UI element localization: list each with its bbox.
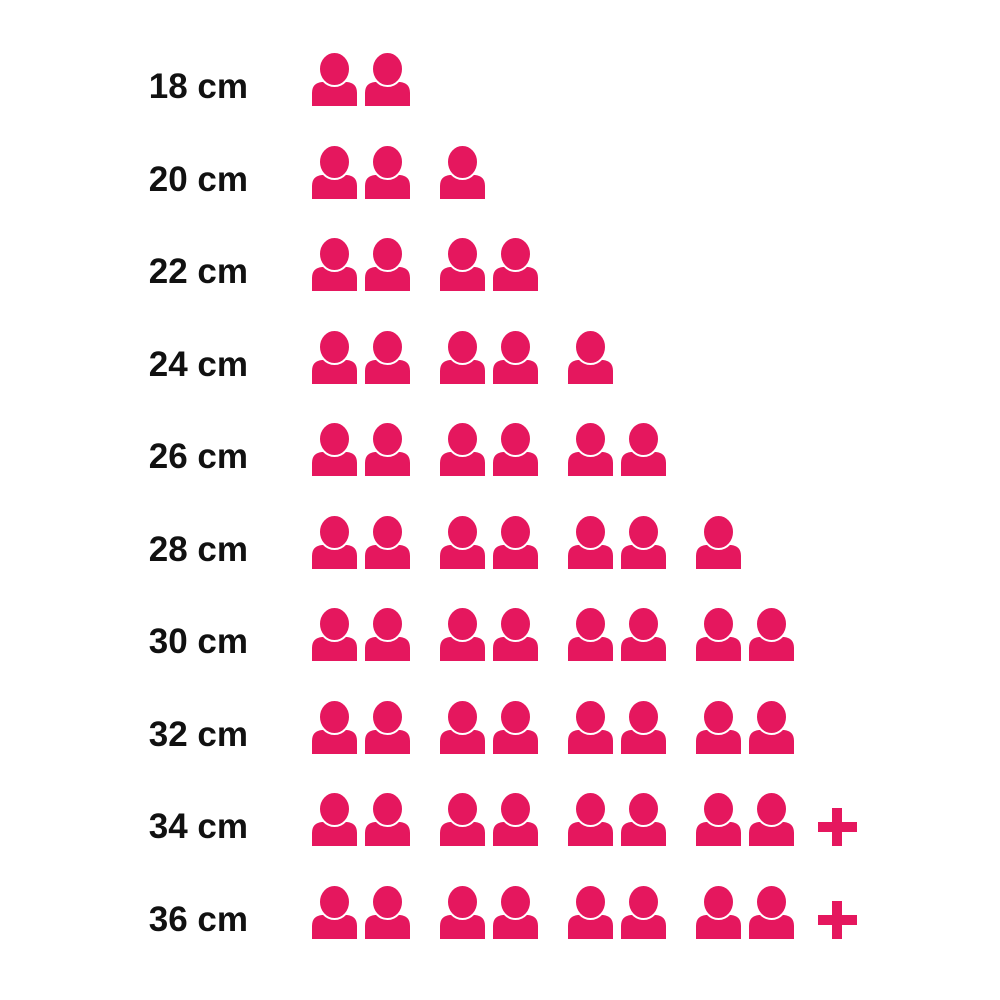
chart-row: 26 cm: [0, 421, 1000, 477]
person-icon: [440, 143, 485, 199]
person-icon: [312, 698, 357, 754]
person-icon: [749, 698, 794, 754]
person-icon: [365, 328, 410, 384]
person-icon: [696, 698, 741, 754]
icon-strip: [312, 606, 794, 661]
person-icon: [440, 236, 485, 291]
icon-strip: [312, 328, 613, 384]
person-icon: [365, 513, 410, 569]
person-icon: [568, 791, 613, 846]
row-label: 28 cm: [148, 529, 248, 569]
person-icon: [696, 883, 741, 939]
person-icon: [312, 143, 357, 199]
person-icon: [621, 421, 666, 476]
person-icon: [440, 606, 485, 661]
row-label: 24 cm: [148, 344, 248, 384]
person-icon: [749, 606, 794, 661]
plus-icon: [818, 808, 857, 846]
row-label: 18 cm: [148, 67, 248, 106]
person-icon: [365, 143, 410, 199]
person-icon: [440, 513, 485, 569]
icon-strip: [312, 791, 857, 846]
person-icon: [493, 698, 538, 754]
icon-strip: [312, 883, 857, 939]
person-icon: [568, 883, 613, 939]
person-icon: [312, 421, 357, 476]
person-icon: [568, 421, 613, 476]
person-icon: [621, 791, 666, 846]
person-icon: [312, 328, 357, 384]
person-icon: [440, 698, 485, 754]
chart-row: 22 cm: [0, 236, 1000, 292]
chart-row: 18 cm: [0, 51, 1000, 107]
chart-row: 30 cm: [0, 606, 1000, 662]
person-icon: [621, 698, 666, 754]
person-icon: [568, 328, 613, 384]
row-label: 26 cm: [148, 437, 248, 476]
chart-row: 32 cm: [0, 698, 1000, 755]
row-label: 20 cm: [148, 159, 248, 199]
icon-strip: [312, 421, 666, 476]
person-icon: [493, 236, 538, 291]
plus-icon: [818, 900, 857, 939]
chart-row: 36 cm: [0, 883, 1000, 940]
person-icon: [493, 513, 538, 569]
person-icon: [365, 421, 410, 476]
chart-row: 34 cm: [0, 791, 1000, 847]
person-icon: [365, 883, 410, 939]
person-icon: [365, 236, 410, 291]
person-icon: [493, 883, 538, 939]
person-icon: [749, 883, 794, 939]
person-icon: [365, 698, 410, 754]
person-icon: [493, 328, 538, 384]
row-label: 36 cm: [148, 899, 248, 939]
row-label: 22 cm: [148, 252, 248, 291]
chart-row: 28 cm: [0, 513, 1000, 570]
person-icon: [440, 328, 485, 384]
person-icon: [365, 606, 410, 661]
icon-strip: [312, 698, 794, 754]
person-icon: [621, 513, 666, 569]
person-icon: [440, 791, 485, 846]
person-icon: [696, 791, 741, 846]
person-icon: [440, 883, 485, 939]
person-icon: [621, 883, 666, 939]
person-icon: [365, 51, 410, 106]
person-icon: [493, 791, 538, 846]
chart-row: 24 cm: [0, 328, 1000, 385]
person-icon: [568, 698, 613, 754]
person-icon: [493, 606, 538, 661]
person-icon: [568, 606, 613, 661]
icon-strip: [312, 513, 741, 569]
person-icon: [440, 421, 485, 476]
person-icon: [696, 606, 741, 661]
person-icon: [312, 606, 357, 661]
chart-row: 20 cm: [0, 143, 1000, 200]
row-label: 34 cm: [148, 807, 248, 846]
row-label: 30 cm: [148, 622, 248, 661]
person-icon: [312, 513, 357, 569]
person-icon: [312, 236, 357, 291]
icon-strip: [312, 143, 485, 199]
icon-strip: [312, 236, 538, 291]
person-icon: [312, 51, 357, 106]
person-icon: [568, 513, 613, 569]
person-icon: [312, 883, 357, 939]
row-label: 32 cm: [148, 714, 248, 754]
person-icon: [696, 513, 741, 569]
person-icon: [621, 606, 666, 661]
person-icon: [749, 791, 794, 846]
person-icon: [493, 421, 538, 476]
icon-strip: [312, 51, 410, 106]
person-icon: [312, 791, 357, 846]
person-icon: [365, 791, 410, 846]
